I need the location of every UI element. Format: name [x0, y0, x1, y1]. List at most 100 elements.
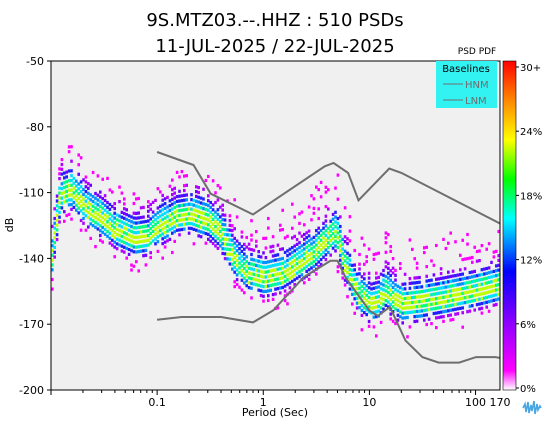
psd-density-cell	[271, 264, 275, 268]
psd-density-cell	[495, 249, 498, 253]
psd-density-cell	[295, 252, 299, 256]
psd-density-cell	[250, 277, 253, 281]
psd-density-cell	[300, 263, 304, 267]
psd-density-cell	[322, 250, 325, 254]
psd-density-cell	[108, 188, 112, 192]
psd-density-cell	[408, 277, 412, 281]
psd-density-cell	[300, 244, 304, 248]
psd-density-cell	[279, 223, 282, 227]
psd-density-cell	[483, 286, 486, 291]
psd-density-cell	[384, 236, 388, 240]
psd-density-cell	[163, 235, 167, 239]
psd-density-cell	[487, 290, 491, 294]
psd-density-cell	[135, 231, 138, 235]
psd-density-cell	[401, 321, 404, 325]
psd-density-cell	[195, 185, 198, 189]
psd-density-cell	[495, 283, 498, 287]
psd-density-cell	[223, 252, 227, 256]
psd-density-cell	[262, 265, 265, 269]
psd-density-cell	[391, 300, 395, 304]
psd-density-cell	[135, 211, 138, 215]
y-tick-label: -80	[26, 121, 44, 134]
psd-density-cell	[183, 208, 186, 212]
psd-density-cell	[255, 273, 258, 277]
psd-density-cell	[382, 307, 385, 311]
psd-density-cell	[485, 276, 488, 280]
psd-density-cell	[219, 215, 222, 219]
psd-density-cell	[58, 172, 61, 176]
psd-density-cell	[123, 231, 126, 235]
psd-density-cell	[120, 210, 124, 214]
psd-density-cell	[471, 294, 474, 298]
psd-density-cell	[437, 277, 440, 281]
psd-density-cell	[113, 211, 116, 215]
psd-density-cell	[262, 285, 265, 289]
psd-density-cell	[271, 293, 275, 297]
psd-density-cell	[190, 202, 193, 206]
psd-density-cell	[228, 233, 232, 237]
psd-density-cell	[137, 216, 140, 220]
psd-density-cell	[341, 252, 344, 256]
psd-density-cell	[72, 196, 76, 200]
psd-density-cell	[199, 196, 203, 200]
psd-density-cell	[384, 260, 388, 264]
psd-density-cell	[389, 283, 392, 287]
psd-density-cell	[456, 278, 460, 282]
psd-density-cell	[459, 268, 462, 272]
psd-density-cell	[483, 282, 486, 286]
psd-density-cell	[127, 214, 131, 218]
y-tick-label: -140	[19, 252, 44, 265]
legend-hnm-label: HNM	[465, 80, 489, 91]
psd-density-cell	[257, 278, 260, 283]
psd-density-cell	[113, 206, 116, 211]
psd-density-cell	[51, 268, 54, 272]
psd-density-cell	[267, 294, 270, 298]
psd-density-cell	[475, 283, 479, 287]
psd-density-cell	[274, 253, 277, 257]
psd-density-cell	[478, 307, 481, 311]
psd-density-cell	[329, 243, 332, 248]
psd-density-cell	[487, 266, 491, 270]
psd-density-cell	[473, 279, 476, 283]
psd-density-cell	[159, 224, 162, 228]
psd-density-cell	[473, 298, 476, 302]
psd-density-cell	[478, 288, 481, 292]
psd-density-cell	[127, 252, 131, 256]
psd-density-cell	[240, 249, 244, 253]
psd-density-cell	[485, 271, 488, 275]
psd-density-cell	[293, 244, 296, 248]
psd-density-cell	[291, 274, 294, 279]
psd-density-cell	[348, 287, 352, 291]
psd-density-cell	[346, 270, 349, 275]
psd-density-cell	[319, 180, 323, 184]
psd-density-cell	[456, 283, 460, 287]
psd-density-cell	[53, 221, 56, 225]
psd-density-cell	[341, 242, 344, 246]
psd-density-cell	[387, 261, 390, 266]
psd-density-cell	[310, 194, 313, 198]
psd-density-cell	[163, 202, 167, 206]
psd-density-cell	[103, 218, 107, 222]
psd-density-cell	[312, 255, 316, 259]
psd-density-cell	[403, 311, 407, 315]
psd-density-cell	[427, 317, 431, 321]
psd-density-cell	[147, 238, 150, 242]
psd-density-cell	[394, 283, 397, 287]
colorbar-ticks: 30+24%18%12%6%0%	[516, 63, 542, 395]
psd-density-cell	[471, 284, 474, 288]
psd-density-cell	[348, 253, 352, 257]
psd-density-cell	[360, 289, 364, 293]
psd-density-cell	[91, 170, 95, 175]
psd-density-cell	[315, 233, 318, 237]
psd-density-cell	[91, 214, 95, 218]
psd-density-cell	[408, 296, 412, 300]
psd-density-cell	[329, 219, 332, 223]
psd-density-cell	[339, 215, 342, 219]
psd-density-cell	[163, 221, 167, 225]
psd-density-cell	[331, 227, 335, 231]
psd-density-cell	[53, 255, 56, 259]
psd-density-cell	[375, 315, 378, 319]
psd-density-cell	[391, 305, 395, 309]
psd-density-cell	[103, 198, 107, 203]
psd-density-cell	[267, 284, 270, 288]
